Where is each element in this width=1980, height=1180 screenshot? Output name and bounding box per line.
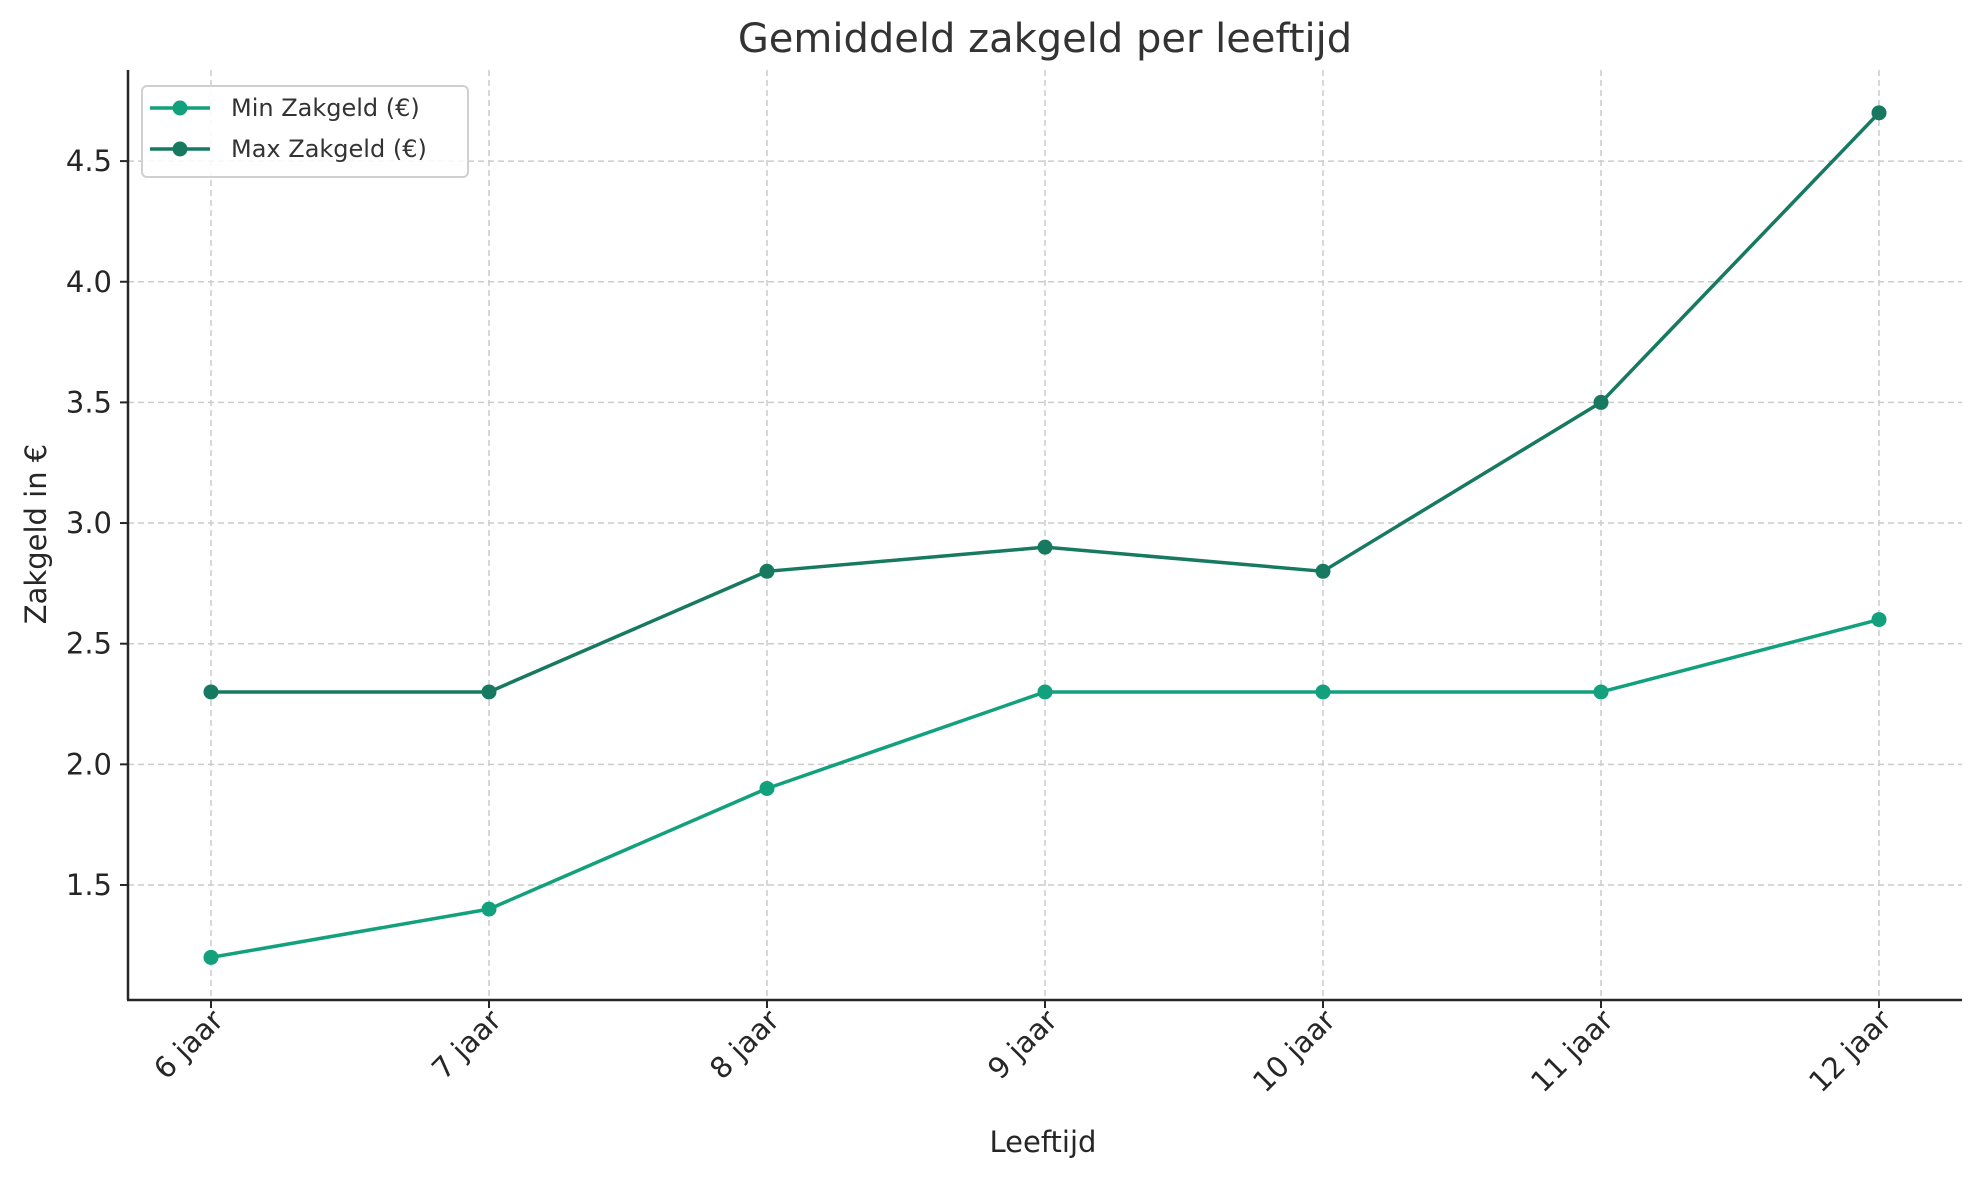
y-tick-label: 1.5	[66, 868, 112, 902]
chart-title: Gemiddeld zakgeld per leeftijd	[738, 16, 1352, 62]
y-tick-label: 3.0	[66, 506, 112, 540]
x-tick-label: 6 jaar	[147, 1003, 230, 1086]
y-axis-ticks: 1.5 2.0 2.5 3.0 3.5 4.0 4.5	[66, 144, 128, 902]
x-tick-label: 8 jaar	[703, 1003, 786, 1086]
x-tick-label: 12 jaar	[1802, 1003, 1898, 1099]
legend-item-max: Max Zakgeld (€)	[150, 135, 427, 163]
data-point	[1871, 105, 1887, 121]
data-point	[1871, 612, 1887, 628]
data-point	[481, 901, 497, 917]
data-point	[1037, 684, 1053, 700]
x-axis-label: Leeftijd	[990, 1125, 1097, 1159]
y-tick-label: 4.0	[66, 265, 112, 299]
x-axis-ticks: 6 jaar 7 jaar 8 jaar 9 jaar 10 jaar 11 jaar 12…	[147, 1000, 1898, 1099]
x-tick-label: 7 jaar	[425, 1003, 508, 1086]
legend-marker-icon	[172, 141, 188, 157]
y-axis-label: Zakgeld in €	[19, 444, 53, 624]
data-point	[1593, 394, 1609, 410]
grid-lines	[128, 70, 1962, 1000]
data-point	[1593, 684, 1609, 700]
data-point	[1315, 684, 1331, 700]
data-point	[759, 563, 775, 579]
y-tick-label: 4.5	[66, 144, 112, 178]
data-point	[1037, 539, 1053, 555]
data-point	[759, 780, 775, 796]
y-tick-label: 2.0	[66, 747, 112, 781]
data-point	[203, 684, 219, 700]
data-point	[203, 949, 219, 965]
legend: Min Zakgeld (€) Max Zakgeld (€)	[141, 85, 469, 178]
x-tick-label: 11 jaar	[1524, 1003, 1620, 1099]
x-tick-label: 9 jaar	[981, 1003, 1064, 1086]
y-tick-label: 3.5	[66, 385, 112, 419]
data-series	[203, 105, 1887, 965]
data-point	[1315, 563, 1331, 579]
y-tick-label: 2.5	[66, 627, 112, 661]
legend-marker-icon	[172, 100, 188, 116]
legend-label-max: Max Zakgeld (€)	[231, 135, 427, 163]
legend-label-min: Min Zakgeld (€)	[231, 94, 420, 122]
x-tick-label: 10 jaar	[1246, 1003, 1342, 1099]
data-point	[481, 684, 497, 700]
legend-item-min: Min Zakgeld (€)	[150, 94, 420, 122]
legend-box	[141, 85, 469, 178]
